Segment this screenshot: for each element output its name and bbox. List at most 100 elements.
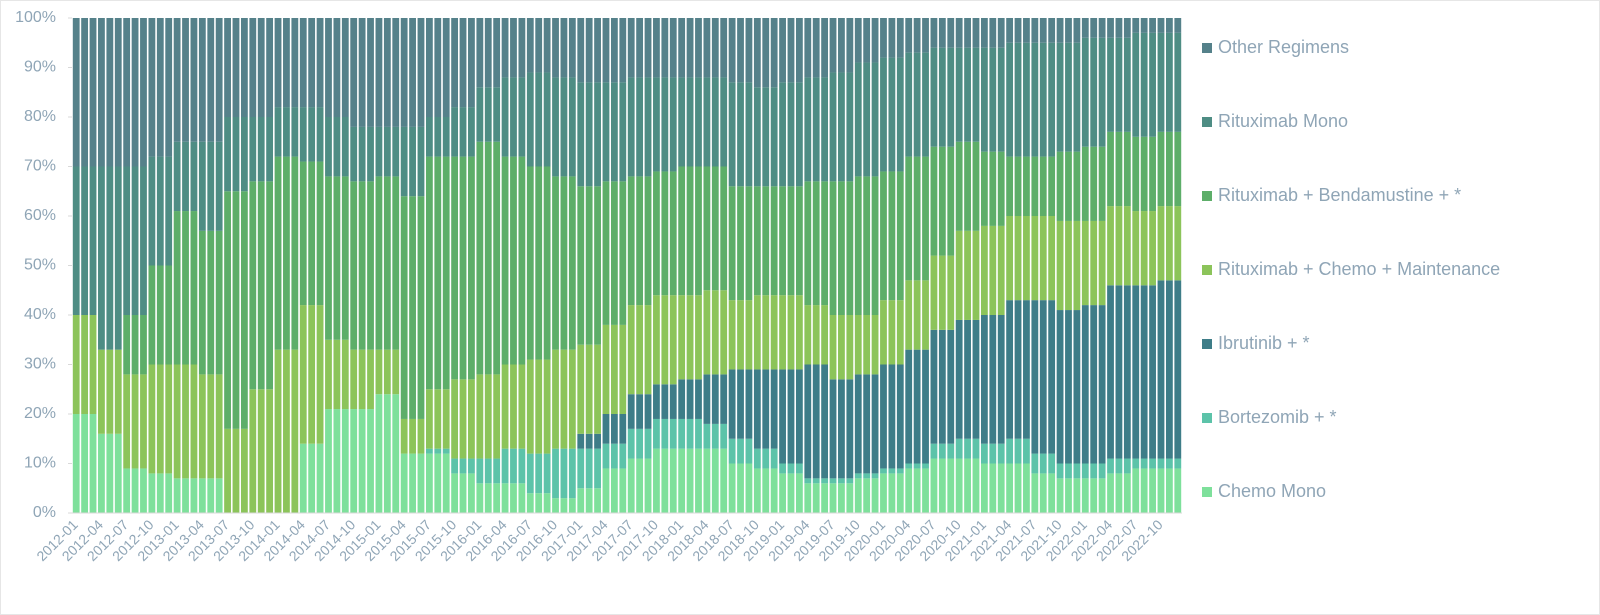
bar-segment [1149, 285, 1156, 459]
bar-segment [358, 126, 366, 182]
bar-segment [358, 409, 366, 513]
bar-segment [880, 57, 887, 172]
bar-segment [1065, 42, 1072, 152]
bar-segment [695, 295, 702, 380]
bar-segment [299, 18, 307, 108]
bar-segment [753, 87, 761, 187]
bar-segment [728, 369, 736, 439]
bar-segment [316, 305, 324, 444]
bar-segment [947, 146, 955, 256]
bar-segment [442, 453, 450, 513]
bar-segment [695, 418, 702, 449]
bar-segment [989, 18, 997, 48]
bar-segment [291, 107, 299, 157]
bar-segment [299, 443, 307, 513]
bar-segment [964, 319, 971, 439]
bar-segment [325, 409, 332, 513]
bar-segment [1056, 478, 1064, 513]
bar-segment [1090, 18, 1098, 38]
bar-segment [165, 156, 173, 266]
bar-segment [1098, 37, 1106, 147]
bar-segment [140, 468, 147, 513]
bar-segment [964, 438, 971, 459]
bar-segment [989, 47, 997, 152]
bar-segment [703, 448, 711, 513]
bar-segment [703, 374, 711, 424]
bar-segment [594, 488, 601, 513]
bar-segment [669, 384, 677, 419]
bar-segment [871, 315, 879, 375]
bar-segment [896, 171, 904, 301]
bar-segment [720, 290, 728, 375]
y-tick-label: 30% [24, 356, 56, 373]
bar-segment [745, 186, 753, 301]
bar-segment [434, 156, 442, 390]
bar-segment [501, 483, 509, 513]
bar-segment [207, 478, 215, 513]
legend-swatch [1202, 487, 1212, 497]
bar-segment [669, 418, 677, 449]
bar-segment [484, 141, 492, 375]
bar-segment [1149, 211, 1156, 286]
bar-segment [1149, 32, 1156, 137]
bar-segment [610, 181, 618, 325]
bar-segment [1098, 146, 1106, 221]
bar-segment [871, 18, 879, 63]
bar-segment [131, 374, 139, 469]
bar-segment [888, 473, 896, 513]
bar-segment [173, 211, 181, 365]
bar-segment [434, 453, 442, 513]
bar-segment [1165, 18, 1173, 33]
bar-segment [930, 255, 938, 330]
bar-segment [131, 166, 139, 315]
bar-segment [156, 18, 164, 157]
bar-segment [459, 107, 467, 157]
bar-segment [350, 409, 358, 513]
bar-segment [980, 443, 988, 464]
bar-segment [535, 18, 543, 73]
bar-segment [468, 156, 475, 380]
bar-segment [989, 443, 997, 464]
bar-segment [1115, 131, 1123, 207]
bar-segment [770, 186, 778, 296]
bar-segment [619, 414, 627, 444]
bar-segment [442, 448, 450, 454]
bar-segment [350, 18, 358, 127]
bar-segment [762, 468, 770, 513]
bar-segment [325, 18, 332, 117]
bar-segment [501, 18, 509, 78]
bar-segment [1031, 18, 1039, 43]
bar-segment [812, 478, 820, 484]
bar-segment [745, 300, 753, 370]
bar-segment [980, 151, 988, 226]
bar-segment [1014, 300, 1022, 439]
bar-segment [812, 181, 820, 306]
bar-segment [1107, 206, 1114, 286]
bar-segment [1065, 220, 1072, 311]
bar-segment [779, 186, 786, 296]
bar-segment [198, 478, 206, 513]
bar-segment [1090, 37, 1098, 147]
bar-segment [510, 364, 517, 449]
bar-segment [947, 329, 955, 444]
bar-segment [619, 468, 627, 513]
bar-segment [148, 265, 156, 365]
bar-segment [644, 305, 652, 395]
bar-segment [459, 156, 467, 380]
bar-segment [1006, 42, 1014, 157]
bar-segment [610, 443, 618, 469]
bar-segment [787, 473, 795, 513]
bar-segment [972, 18, 980, 48]
bar-segment [896, 468, 904, 474]
bar-segment [1123, 458, 1131, 474]
bar-segment [896, 300, 904, 365]
bar-segment [905, 468, 913, 513]
bar-segment [375, 176, 383, 350]
bar-segment [585, 344, 593, 434]
bar-segment [468, 473, 475, 513]
bar-segment [930, 443, 938, 459]
bar-segment [913, 463, 921, 469]
bar-segment [552, 349, 559, 449]
bar-segment [165, 265, 173, 365]
bar-segment [417, 196, 425, 419]
